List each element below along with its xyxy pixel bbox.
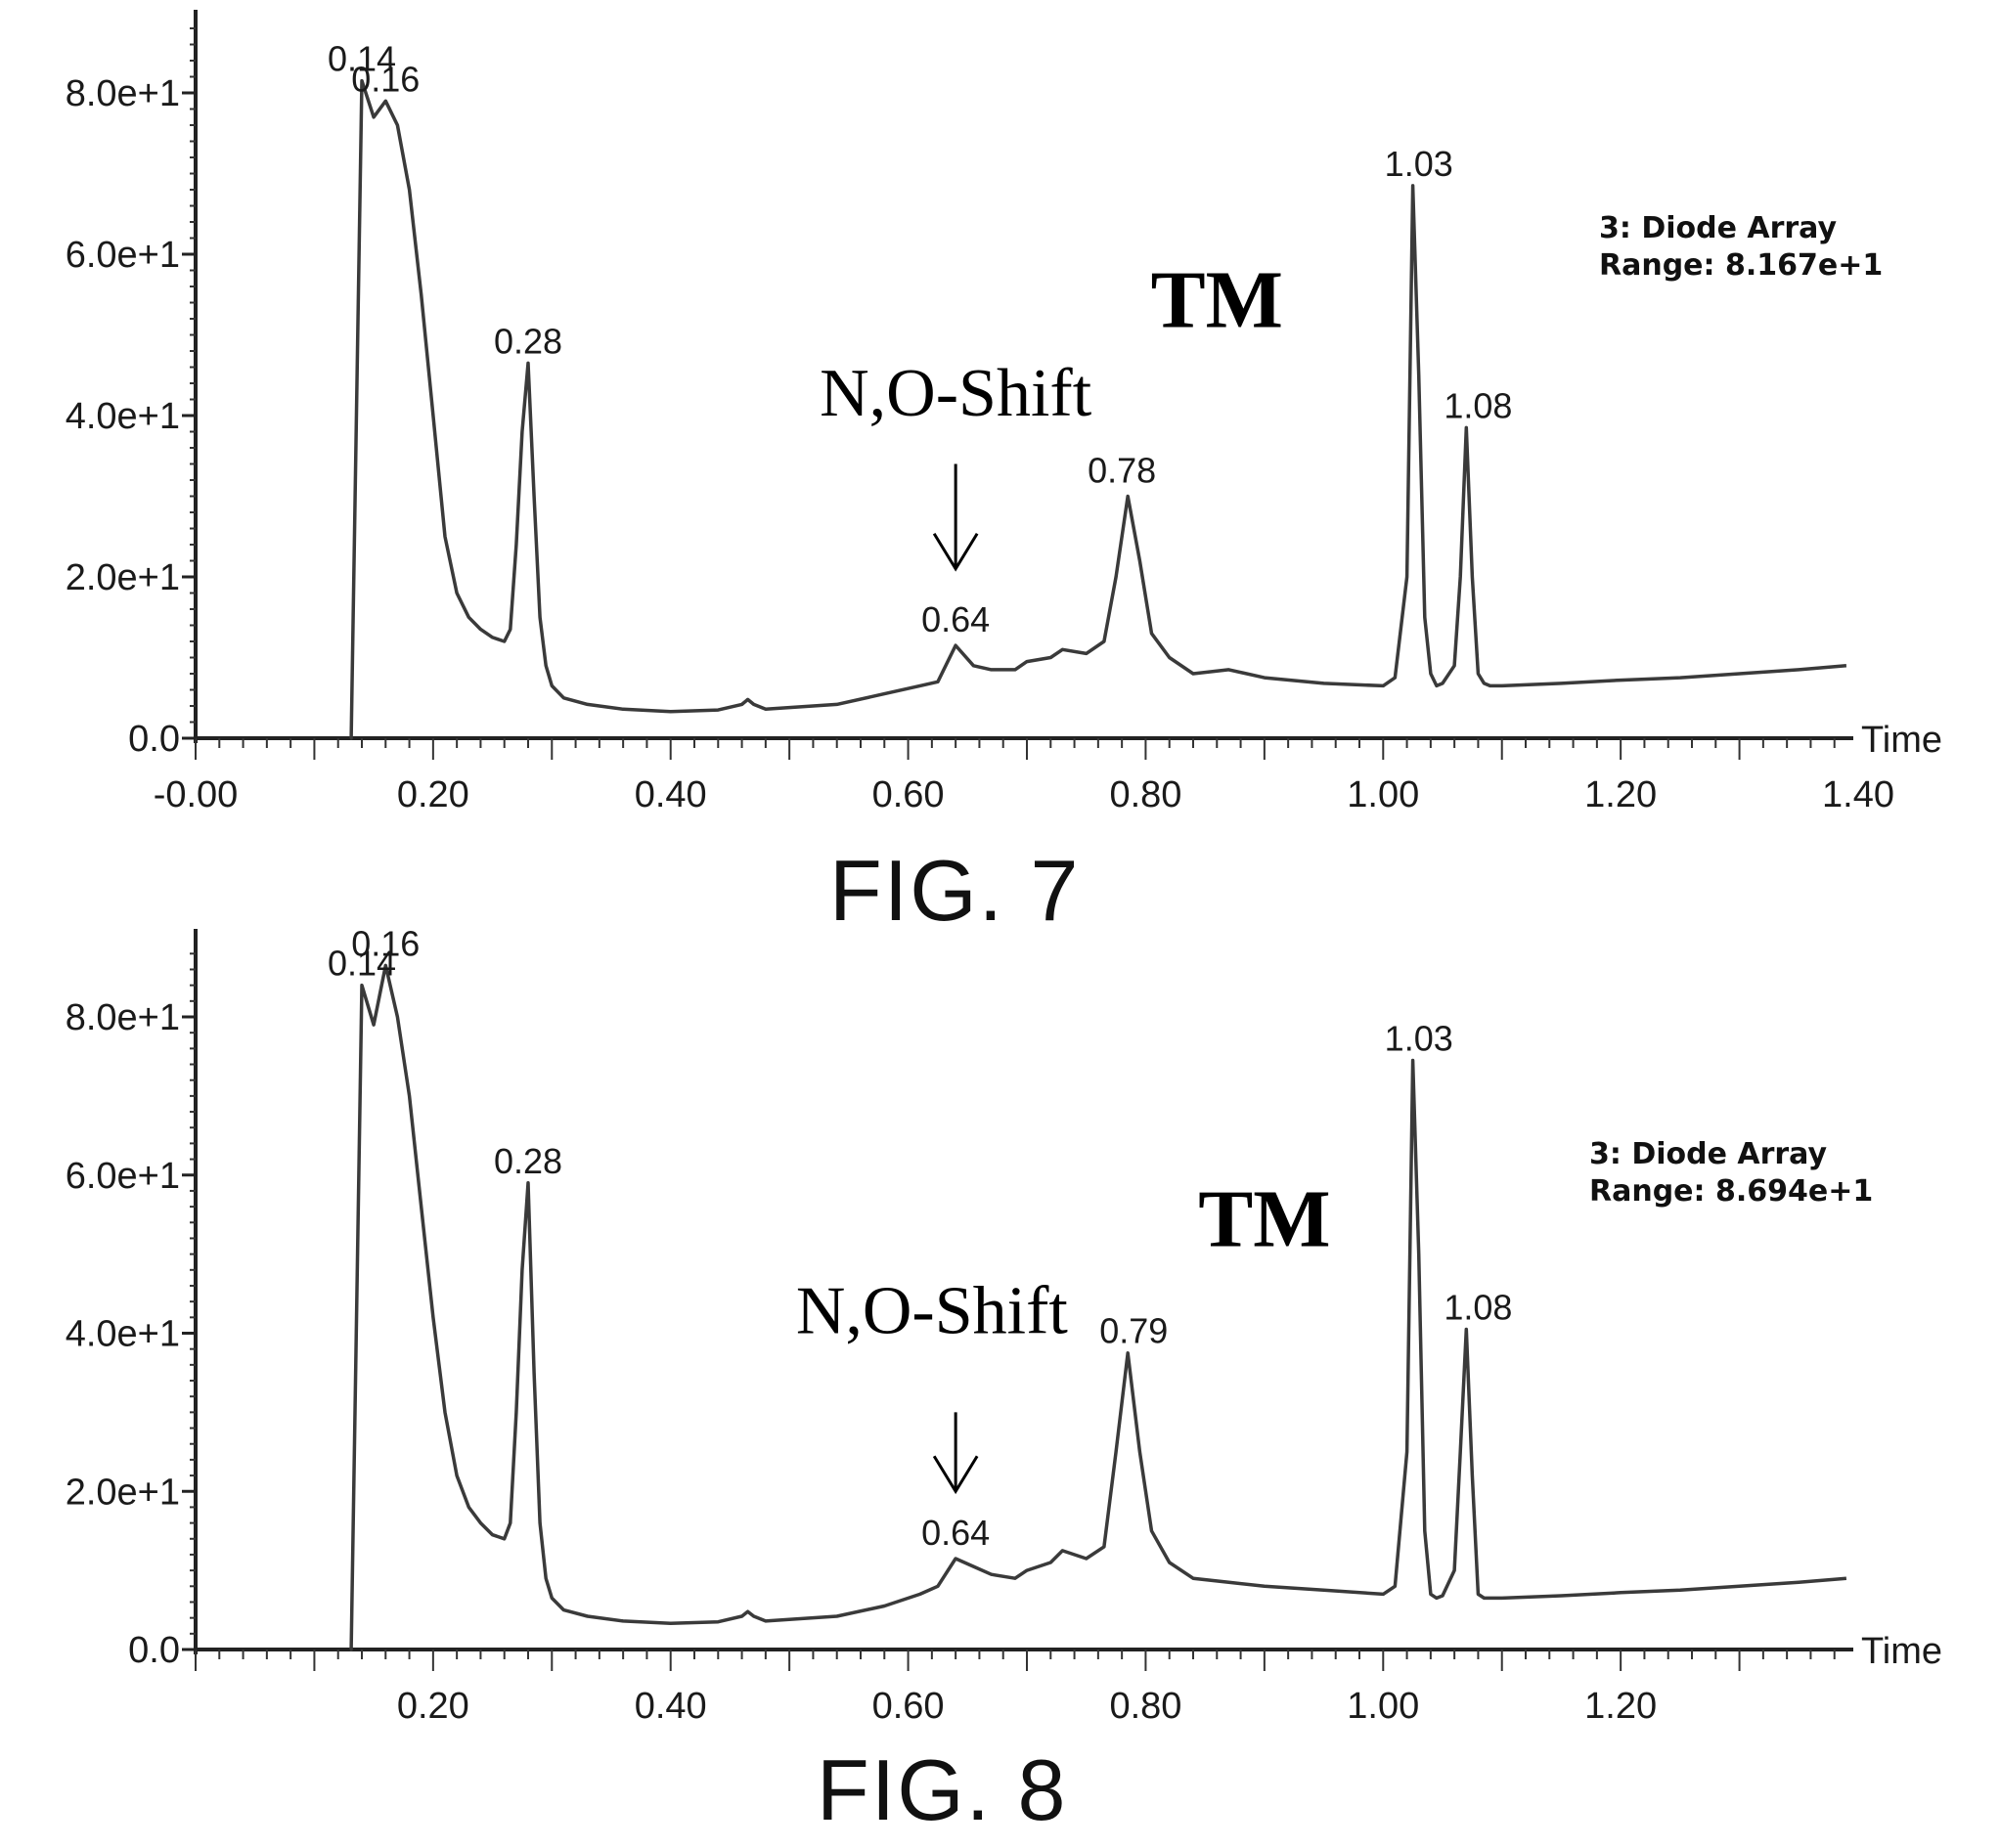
peak-label: 0.28 [494,321,562,361]
detector-info-fig8: 3: Diode Array Range: 8.694e+1 [1589,1136,1873,1210]
figure-caption-fig8: FIG. 8 [817,1741,1068,1838]
shift-annotation: N,O-Shift [796,1274,1069,1349]
shift-annotation: N,O-Shift [820,356,1092,431]
peak-label: 0.14 [328,39,396,79]
shift-arrow-head [932,1455,979,1495]
peak-label: 1.08 [1444,385,1512,425]
y-tick-label: 4.0e+1 [66,396,180,437]
detector-range-line: Range: 8.167e+1 [1599,248,1884,283]
chromatogram-fig8: 0.0 2.0e+1 4.0e+1 6.0e+1 8.0e+1 0.20 0.40 0.60 0… [66,923,1942,1727]
peak-label: 0.64 [921,1513,990,1553]
x-tick-label: 0.40 [635,1686,707,1727]
chromatogram-trace [349,78,1847,740]
x-tick-label: 1.40 [1822,774,1894,815]
detector-info-line: 3: Diode Array [1599,211,1838,245]
peak-label: 0.16 [351,59,420,99]
x-axis-label: Time [1861,1631,1942,1672]
x-tick-label: 1.20 [1584,1686,1657,1727]
y-tick-label: 0.0 [128,719,180,760]
detector-range-line: Range: 8.694e+1 [1589,1174,1874,1209]
x-tick-label: 0.20 [397,1686,469,1727]
tm-annotation: TM [1198,1174,1330,1265]
x-tick-label: 1.20 [1584,774,1657,815]
x-tick-label: 1.00 [1347,774,1419,815]
peak-label: 0.78 [1088,450,1156,490]
chromatogram-fig7: 0.0 2.0e+1 4.0e+1 6.0e+1 8.0e+1 -0.00 0.20 0.40… [66,10,1942,815]
x-tick-label: 0.80 [1109,774,1181,815]
y-tick-label: 8.0e+1 [66,73,180,114]
x-tick-label: -0.00 [154,774,239,815]
peak-label: 1.03 [1385,144,1453,184]
y-tick-label: 0.0 [128,1630,180,1671]
x-axis-label: Time [1861,720,1942,761]
shift-arrow-head [932,532,979,572]
peak-label: 0.28 [494,1141,562,1181]
chart-panel-fig7: 0.0 2.0e+1 4.0e+1 6.0e+1 8.0e+1 -0.00 0.20 0.40… [0,0,2000,939]
peak-label: 1.03 [1385,1018,1453,1058]
peak-label: 1.08 [1444,1287,1512,1327]
y-tick-label: 2.0e+1 [66,1472,180,1513]
peak-label: 0.64 [921,599,990,639]
x-tick-label: 1.00 [1347,1686,1419,1727]
y-tick-label: 2.0e+1 [66,557,180,598]
x-tick-label: 0.20 [397,774,469,815]
y-tick-label: 6.0e+1 [66,1156,180,1197]
x-tick-label: 0.60 [872,774,945,815]
chromatogram-trace [349,963,1847,1651]
peak-label: 0.14 [328,944,396,984]
y-tick-label: 6.0e+1 [66,235,180,276]
chart-panel-fig8: 0.0 2.0e+1 4.0e+1 6.0e+1 8.0e+1 0.20 0.40 0.60 0… [0,919,2000,1848]
tm-annotation: TM [1151,254,1283,345]
x-tick-label: 0.80 [1109,1686,1181,1727]
figure-caption-fig7: FIG. 7 [829,842,1081,939]
y-tick-label: 8.0e+1 [66,997,180,1038]
peak-label: 0.16 [351,923,420,963]
peak-label: 0.79 [1099,1311,1168,1351]
y-tick-label: 4.0e+1 [66,1314,180,1355]
detector-info-line: 3: Diode Array [1589,1137,1828,1171]
detector-info-fig7: 3: Diode Array Range: 8.167e+1 [1599,210,1883,285]
x-tick-label: 0.60 [872,1686,945,1727]
x-tick-label: 0.40 [635,774,707,815]
